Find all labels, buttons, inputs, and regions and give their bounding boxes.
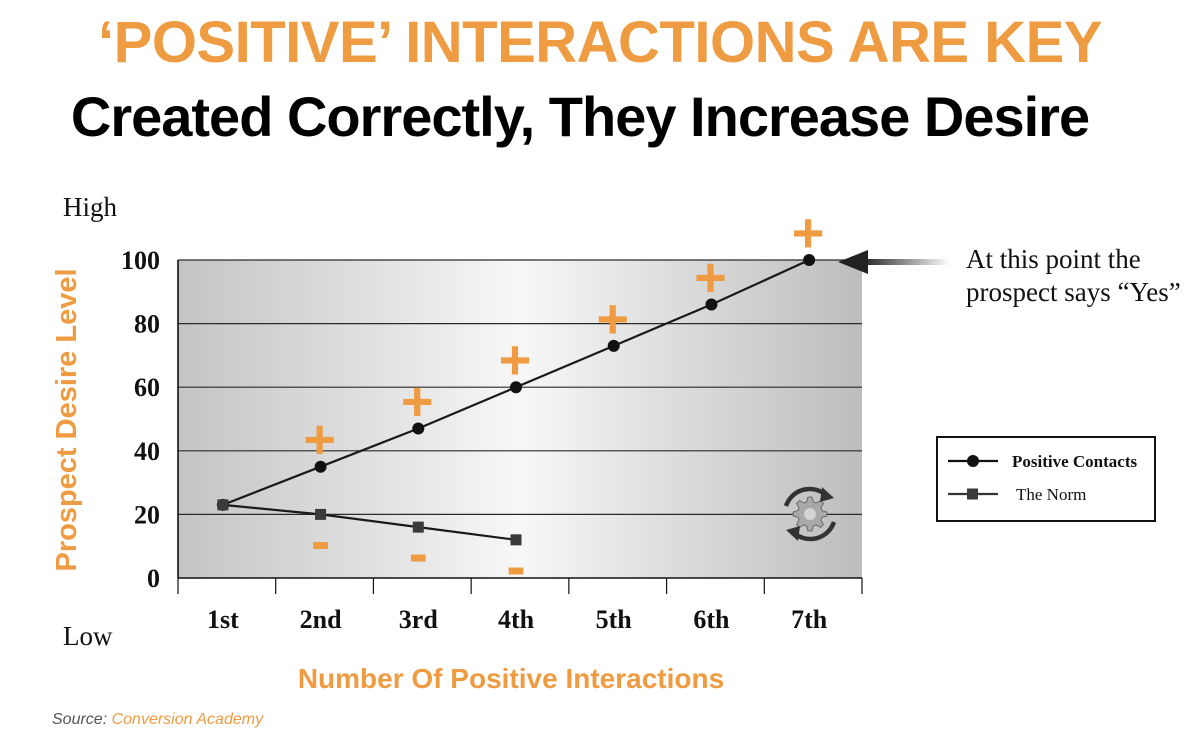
data-point-circle (803, 254, 816, 266)
data-point-circle (607, 339, 620, 352)
legend-box (936, 436, 1156, 522)
y-tick-label: 40 (134, 437, 160, 466)
data-point-circle (510, 381, 522, 394)
cycle-arrowhead-bottom (786, 526, 800, 541)
data-point-square (412, 521, 424, 533)
data-point-square (510, 534, 522, 546)
gear-hub (804, 508, 816, 520)
y-low-label: Low (63, 621, 113, 651)
x-tick-label: 2nd (300, 605, 342, 634)
y-tick-label: 20 (134, 500, 160, 529)
y-tick-label: 0 (147, 564, 160, 593)
x-tick-label: 4th (498, 605, 535, 634)
page-subtitle: Created Correctly, They Increase Desire (70, 85, 1090, 148)
plus-mark: + (792, 201, 825, 264)
y-axis-title: Prospect Desire Level (51, 268, 83, 571)
source-label: Source: (52, 711, 108, 728)
x-tick-label: 7th (791, 605, 828, 634)
annotation-line-2: prospect says “Yes” (966, 277, 1181, 307)
plot-area (178, 260, 862, 578)
data-point-square (315, 508, 327, 520)
legend-label-positive-contacts: Positive Contacts (1012, 452, 1138, 471)
data-point-circle (314, 460, 327, 473)
x-tick-label: 5th (596, 605, 633, 634)
minus-mark: - (409, 521, 428, 586)
minus-mark: - (311, 508, 330, 573)
plus-mark: + (303, 408, 336, 471)
annotation-arrow-head (838, 250, 868, 274)
minus-mark: - (506, 534, 525, 599)
x-tick-label: 1st (207, 605, 239, 634)
cycle-arrowhead-top (820, 487, 834, 502)
plus-mark: + (694, 246, 727, 309)
legend-label-the-norm: The Norm (1016, 485, 1086, 504)
x-tick-label: 3rd (399, 605, 439, 634)
source-credit: Source: Conversion Academy (52, 711, 263, 729)
legend-marker-circle (967, 455, 979, 467)
annotation-line-1: At this point the (966, 244, 1141, 274)
cycle-gear-icon (783, 486, 837, 542)
y-tick-label: 60 (134, 373, 160, 402)
series-line-the-norm (222, 503, 517, 541)
plus-mark: + (401, 370, 434, 433)
annotation-arrow-shaft (862, 259, 950, 265)
source-name: Conversion Academy (111, 711, 264, 728)
data-point-circle (705, 298, 718, 311)
plus-mark: + (596, 287, 629, 350)
x-tick-label: 6th (693, 605, 730, 634)
plus-mark: + (499, 328, 532, 391)
y-tick-label: 100 (121, 246, 160, 275)
legend-marker-square (967, 488, 978, 500)
data-point-circle (412, 422, 425, 435)
page-title: ‘POSITIVE’ INTERACTIONS ARE KEY (98, 10, 1102, 75)
y-tick-label: 80 (134, 310, 160, 339)
y-high-label: High (63, 192, 118, 222)
data-point-square (217, 499, 229, 511)
x-axis-title: Number Of Positive Interactions (298, 663, 724, 694)
